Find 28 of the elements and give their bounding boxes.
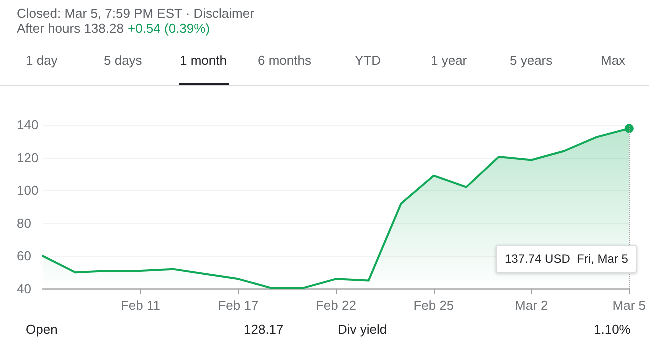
- y-tick-label: 80: [17, 216, 32, 231]
- text: 1 day: [26, 53, 58, 69]
- y-tick-label: 40: [17, 282, 32, 296]
- text: 1 month: [180, 53, 227, 69]
- x-tick-label: Feb 11: [120, 298, 160, 313]
- x-tick-label: Feb 17: [218, 298, 259, 313]
- y-tick-label: 100: [17, 183, 39, 198]
- text: 1 year: [431, 53, 468, 69]
- x-tick-label: Feb 25: [414, 298, 454, 313]
- text: Div yield: [338, 322, 388, 338]
- text: 5 days: [104, 53, 142, 69]
- text: After hours 138.28: [17, 21, 124, 37]
- text: 128.17: [244, 322, 284, 338]
- y-tick-label: 60: [17, 248, 32, 264]
- y-tick-label: 120: [17, 150, 39, 166]
- text: Open: [26, 322, 58, 338]
- annotation: 137.74 USD Fri, Mar 5: [496, 245, 638, 273]
- x-tick-label: Mar 2: [515, 298, 548, 313]
- text: YTD: [355, 53, 381, 69]
- y-tick-label: 140: [17, 118, 39, 132]
- text: +0.54 (0.39%): [128, 21, 210, 37]
- text: Max: [601, 53, 626, 69]
- text: 5 years: [510, 53, 553, 69]
- text: Closed: Mar 5, 7:59 PM EST · Disclaimer: [17, 6, 254, 22]
- text: 6 months: [258, 53, 312, 69]
- text: 1.10%: [594, 322, 631, 338]
- x-tick-label: Mar 5: [612, 298, 646, 313]
- x-tick-label: Feb 22: [316, 298, 356, 313]
